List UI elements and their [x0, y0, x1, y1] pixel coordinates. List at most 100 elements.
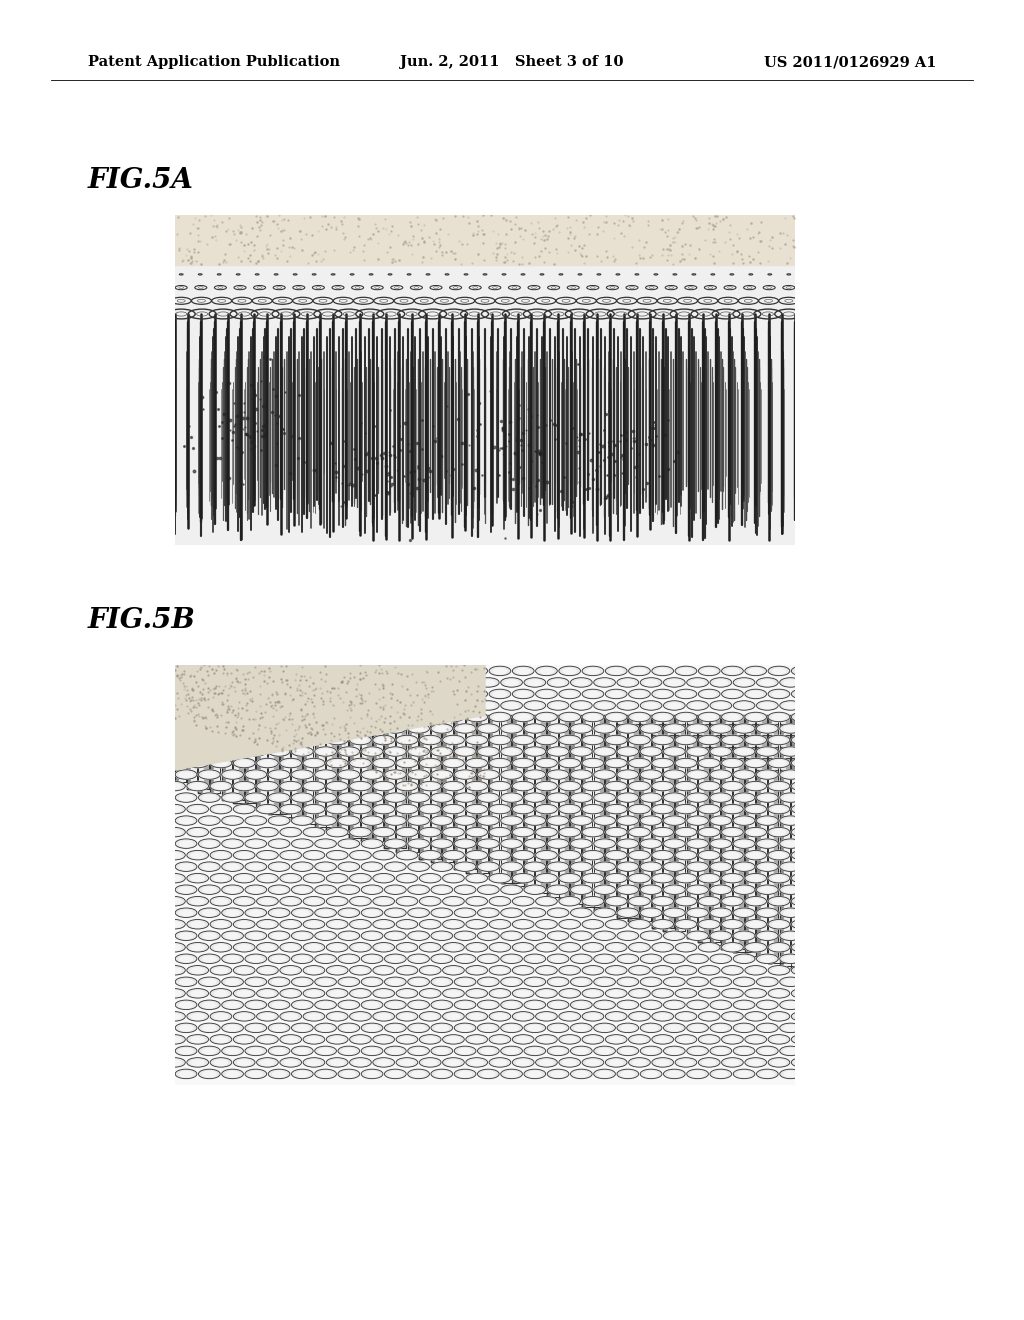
Ellipse shape — [494, 807, 507, 812]
Text: FIG.5B: FIG.5B — [88, 606, 196, 634]
Polygon shape — [518, 715, 522, 883]
Polygon shape — [726, 715, 739, 949]
Ellipse shape — [652, 1011, 674, 1022]
Ellipse shape — [179, 818, 193, 824]
Ellipse shape — [570, 908, 592, 917]
Polygon shape — [681, 723, 685, 932]
Ellipse shape — [191, 738, 205, 743]
Ellipse shape — [280, 781, 301, 791]
Ellipse shape — [303, 758, 325, 768]
Ellipse shape — [210, 689, 231, 698]
Polygon shape — [419, 715, 424, 859]
Polygon shape — [435, 715, 449, 862]
Polygon shape — [542, 715, 546, 890]
Ellipse shape — [377, 784, 390, 789]
Ellipse shape — [505, 933, 518, 939]
Polygon shape — [668, 715, 681, 932]
Ellipse shape — [574, 933, 588, 939]
Polygon shape — [414, 715, 418, 851]
Ellipse shape — [431, 1069, 453, 1078]
Ellipse shape — [594, 701, 615, 710]
Ellipse shape — [652, 850, 674, 859]
Ellipse shape — [179, 956, 193, 962]
Polygon shape — [757, 715, 761, 960]
Ellipse shape — [331, 1060, 344, 1065]
Ellipse shape — [179, 865, 193, 870]
Polygon shape — [472, 715, 476, 869]
Polygon shape — [233, 715, 238, 804]
Ellipse shape — [373, 781, 394, 791]
Polygon shape — [425, 715, 430, 855]
Polygon shape — [605, 715, 609, 915]
Ellipse shape — [377, 692, 390, 697]
Ellipse shape — [629, 828, 650, 837]
Polygon shape — [675, 715, 679, 935]
Ellipse shape — [431, 931, 453, 940]
Ellipse shape — [384, 793, 407, 803]
Polygon shape — [664, 715, 668, 932]
Ellipse shape — [210, 828, 231, 837]
Ellipse shape — [749, 853, 762, 858]
Ellipse shape — [698, 667, 720, 676]
Ellipse shape — [424, 1038, 437, 1043]
Polygon shape — [286, 715, 290, 813]
Ellipse shape — [749, 875, 762, 882]
Ellipse shape — [268, 1001, 290, 1010]
Ellipse shape — [280, 1011, 301, 1022]
Polygon shape — [272, 715, 286, 813]
Polygon shape — [772, 715, 785, 962]
Ellipse shape — [179, 772, 193, 777]
Ellipse shape — [168, 738, 181, 743]
Polygon shape — [367, 715, 372, 838]
Polygon shape — [483, 715, 487, 873]
Polygon shape — [600, 715, 604, 907]
Polygon shape — [646, 715, 650, 921]
Ellipse shape — [698, 1035, 720, 1044]
Ellipse shape — [389, 704, 402, 709]
Ellipse shape — [420, 735, 441, 744]
Ellipse shape — [494, 760, 507, 766]
Polygon shape — [739, 715, 743, 949]
Polygon shape — [675, 715, 679, 935]
Polygon shape — [505, 715, 518, 883]
Ellipse shape — [179, 979, 193, 985]
Ellipse shape — [598, 772, 611, 777]
Ellipse shape — [331, 738, 344, 743]
Polygon shape — [635, 723, 639, 917]
Ellipse shape — [664, 954, 685, 964]
Ellipse shape — [366, 1026, 379, 1031]
Polygon shape — [779, 715, 784, 966]
Polygon shape — [227, 715, 232, 796]
Ellipse shape — [516, 991, 529, 997]
Polygon shape — [199, 715, 203, 793]
Polygon shape — [629, 715, 633, 921]
Ellipse shape — [424, 1060, 437, 1065]
Ellipse shape — [261, 899, 274, 904]
Ellipse shape — [622, 748, 635, 755]
Ellipse shape — [749, 968, 762, 973]
Ellipse shape — [179, 1048, 193, 1053]
Ellipse shape — [710, 655, 732, 664]
Ellipse shape — [420, 828, 441, 837]
Polygon shape — [670, 715, 674, 928]
Ellipse shape — [338, 1069, 359, 1078]
Polygon shape — [577, 715, 581, 900]
Ellipse shape — [710, 862, 732, 871]
Polygon shape — [494, 715, 507, 879]
Polygon shape — [193, 715, 198, 785]
Ellipse shape — [257, 1011, 279, 1022]
Polygon shape — [540, 715, 553, 894]
Polygon shape — [494, 715, 507, 879]
Polygon shape — [651, 715, 656, 928]
Ellipse shape — [455, 884, 476, 895]
Ellipse shape — [779, 1001, 802, 1010]
Polygon shape — [779, 723, 784, 966]
Polygon shape — [623, 715, 628, 915]
Ellipse shape — [261, 760, 274, 766]
Ellipse shape — [768, 667, 790, 676]
Ellipse shape — [446, 714, 460, 719]
Ellipse shape — [435, 818, 449, 824]
Ellipse shape — [587, 899, 600, 904]
Ellipse shape — [512, 920, 535, 929]
Ellipse shape — [675, 896, 696, 906]
